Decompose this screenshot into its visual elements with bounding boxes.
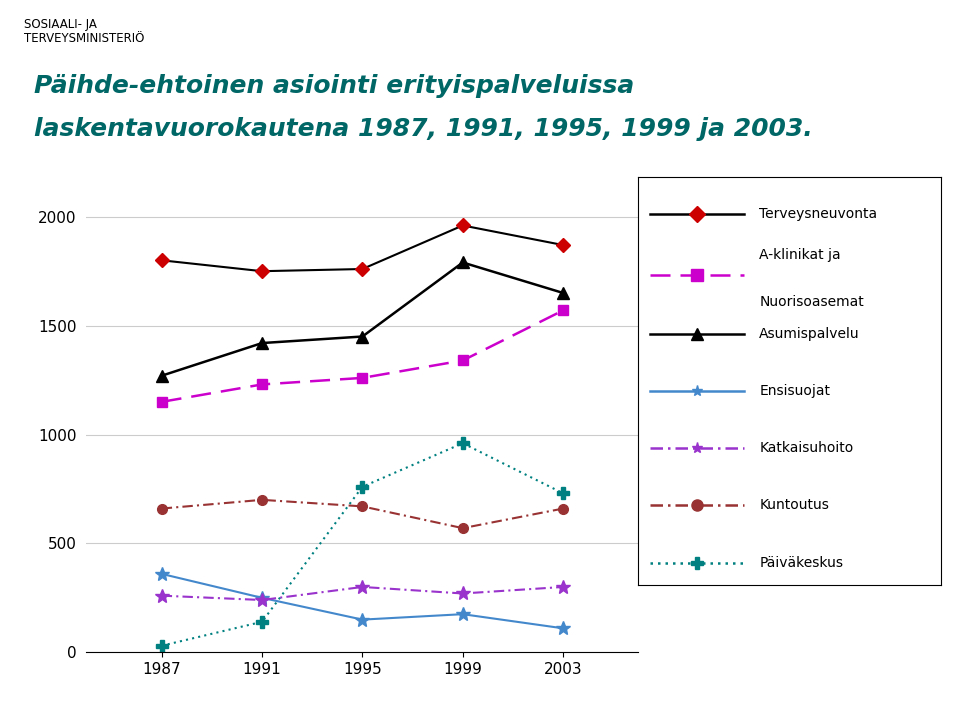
Text: Kuntoutus: Kuntoutus — [759, 498, 829, 513]
Text: SOSIAALI- JA: SOSIAALI- JA — [24, 18, 97, 30]
Text: laskentavuorokautena 1987, 1991, 1995, 1999 ja 2003.: laskentavuorokautena 1987, 1991, 1995, 1… — [34, 117, 812, 141]
Text: A-klinikat ja: A-klinikat ja — [759, 247, 841, 262]
Text: Asumispalvelu: Asumispalvelu — [759, 328, 860, 341]
Text: Ensisuojat: Ensisuojat — [759, 384, 830, 398]
Text: Nuorisoasemat: Nuorisoasemat — [759, 295, 864, 308]
Text: Katkaisuhoito: Katkaisuhoito — [759, 442, 853, 455]
Text: Päihde-ehtoinen asiointi erityispalveluissa: Päihde-ehtoinen asiointi erityispalvelui… — [34, 74, 634, 99]
Text: Päiväkeskus: Päiväkeskus — [759, 556, 843, 569]
Text: TERVEYSMINISTERIÖ: TERVEYSMINISTERIÖ — [24, 32, 144, 45]
Text: Terveysneuvonta: Terveysneuvonta — [759, 207, 877, 221]
